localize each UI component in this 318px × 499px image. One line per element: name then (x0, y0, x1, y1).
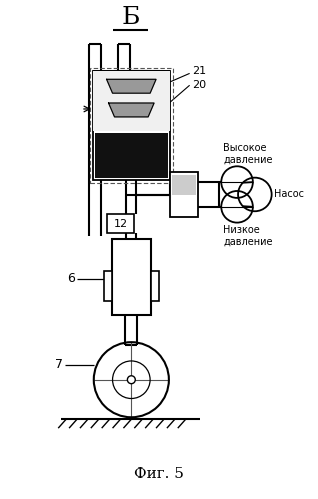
Text: Низкое
давление: Низкое давление (223, 225, 273, 246)
Bar (90, 68, 173, 183)
Bar (93, 71, 170, 180)
Bar (112, 240, 151, 315)
Text: Фиг. 5: Фиг. 5 (134, 467, 184, 481)
Circle shape (128, 376, 135, 384)
Bar (107, 214, 134, 234)
Text: Б: Б (121, 6, 140, 29)
Text: 7: 7 (55, 358, 63, 371)
Bar (172, 175, 196, 195)
Polygon shape (109, 103, 154, 117)
Bar (95, 133, 168, 178)
Text: 12: 12 (114, 219, 128, 229)
Text: Насос: Насос (273, 190, 304, 200)
Polygon shape (107, 79, 156, 93)
Bar (151, 271, 159, 301)
Bar (93, 71, 170, 131)
Text: 21: 21 (193, 66, 207, 76)
Bar (170, 172, 197, 217)
Bar (104, 271, 112, 301)
Text: 6: 6 (67, 272, 75, 285)
Text: Высокое
давление: Высокое давление (223, 143, 273, 164)
Text: 20: 20 (193, 80, 207, 90)
